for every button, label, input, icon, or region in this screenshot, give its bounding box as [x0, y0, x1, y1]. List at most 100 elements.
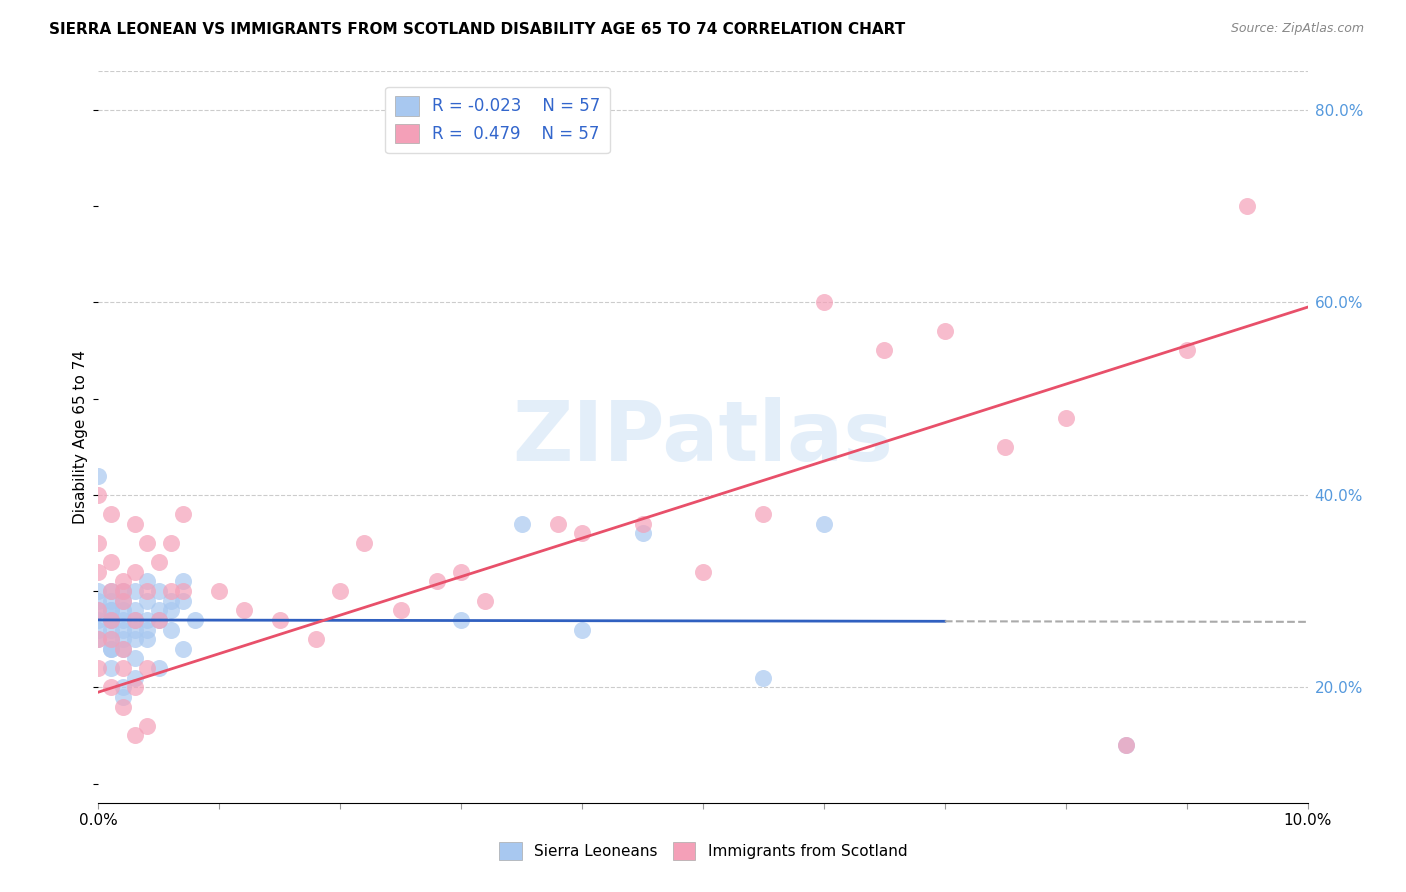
Point — [100, 555, 122, 569]
Point — [148, 613, 170, 627]
Point — [426, 574, 449, 589]
Point — [124, 584, 146, 599]
Point — [547, 516, 569, 531]
Point — [87, 613, 110, 627]
Point — [124, 623, 146, 637]
Point — [450, 565, 472, 579]
Point — [100, 613, 122, 627]
Point — [135, 661, 157, 675]
Point — [100, 632, 122, 647]
Point — [124, 671, 146, 685]
Point — [111, 613, 134, 627]
Point — [1236, 199, 1258, 213]
Point — [87, 536, 110, 550]
Point — [135, 623, 157, 637]
Point — [160, 536, 183, 550]
Point — [510, 516, 533, 531]
Point — [135, 574, 157, 589]
Point — [172, 584, 194, 599]
Point — [124, 565, 146, 579]
Point — [87, 603, 110, 617]
Point — [87, 468, 110, 483]
Point — [100, 613, 122, 627]
Point — [994, 440, 1017, 454]
Point — [752, 671, 775, 685]
Point — [148, 661, 170, 675]
Point — [184, 613, 207, 627]
Point — [124, 603, 146, 617]
Point — [135, 613, 157, 627]
Point — [111, 623, 134, 637]
Point — [100, 507, 122, 521]
Point — [172, 507, 194, 521]
Point — [873, 343, 896, 358]
Point — [111, 641, 134, 656]
Point — [87, 623, 110, 637]
Point — [100, 661, 122, 675]
Point — [87, 565, 110, 579]
Point — [100, 641, 122, 656]
Point — [87, 632, 110, 647]
Point — [111, 574, 134, 589]
Point — [450, 613, 472, 627]
Point — [692, 565, 714, 579]
Point — [269, 613, 291, 627]
Point — [752, 507, 775, 521]
Point — [172, 641, 194, 656]
Point — [87, 603, 110, 617]
Point — [934, 324, 956, 338]
Point — [111, 661, 134, 675]
Point — [100, 603, 122, 617]
Point — [813, 295, 835, 310]
Point — [631, 516, 654, 531]
Point — [135, 593, 157, 607]
Point — [389, 603, 412, 617]
Point — [571, 526, 593, 541]
Text: ZIPatlas: ZIPatlas — [513, 397, 893, 477]
Point — [353, 536, 375, 550]
Legend: R = -0.023    N = 57, R =  0.479    N = 57: R = -0.023 N = 57, R = 0.479 N = 57 — [385, 87, 610, 153]
Point — [111, 593, 134, 607]
Point — [111, 603, 134, 617]
Point — [124, 651, 146, 665]
Point — [329, 584, 352, 599]
Point — [135, 719, 157, 733]
Point — [100, 603, 122, 617]
Legend: Sierra Leoneans, Immigrants from Scotland: Sierra Leoneans, Immigrants from Scotlan… — [492, 836, 914, 866]
Point — [135, 632, 157, 647]
Point — [124, 516, 146, 531]
Point — [1054, 410, 1077, 425]
Point — [160, 584, 183, 599]
Point — [87, 661, 110, 675]
Text: Source: ZipAtlas.com: Source: ZipAtlas.com — [1230, 22, 1364, 36]
Point — [1115, 738, 1137, 752]
Point — [100, 681, 122, 695]
Point — [631, 526, 654, 541]
Point — [87, 488, 110, 502]
Point — [111, 584, 134, 599]
Point — [111, 584, 134, 599]
Point — [571, 623, 593, 637]
Point — [148, 584, 170, 599]
Point — [100, 584, 122, 599]
Point — [100, 641, 122, 656]
Point — [100, 632, 122, 647]
Point — [232, 603, 254, 617]
Point — [100, 613, 122, 627]
Point — [87, 584, 110, 599]
Point — [100, 593, 122, 607]
Point — [172, 593, 194, 607]
Point — [148, 613, 170, 627]
Point — [474, 593, 496, 607]
Point — [172, 574, 194, 589]
Point — [305, 632, 328, 647]
Point — [124, 613, 146, 627]
Point — [124, 728, 146, 742]
Point — [111, 593, 134, 607]
Point — [1115, 738, 1137, 752]
Point — [1175, 343, 1198, 358]
Point — [135, 584, 157, 599]
Point — [100, 623, 122, 637]
Point — [160, 603, 183, 617]
Point — [160, 623, 183, 637]
